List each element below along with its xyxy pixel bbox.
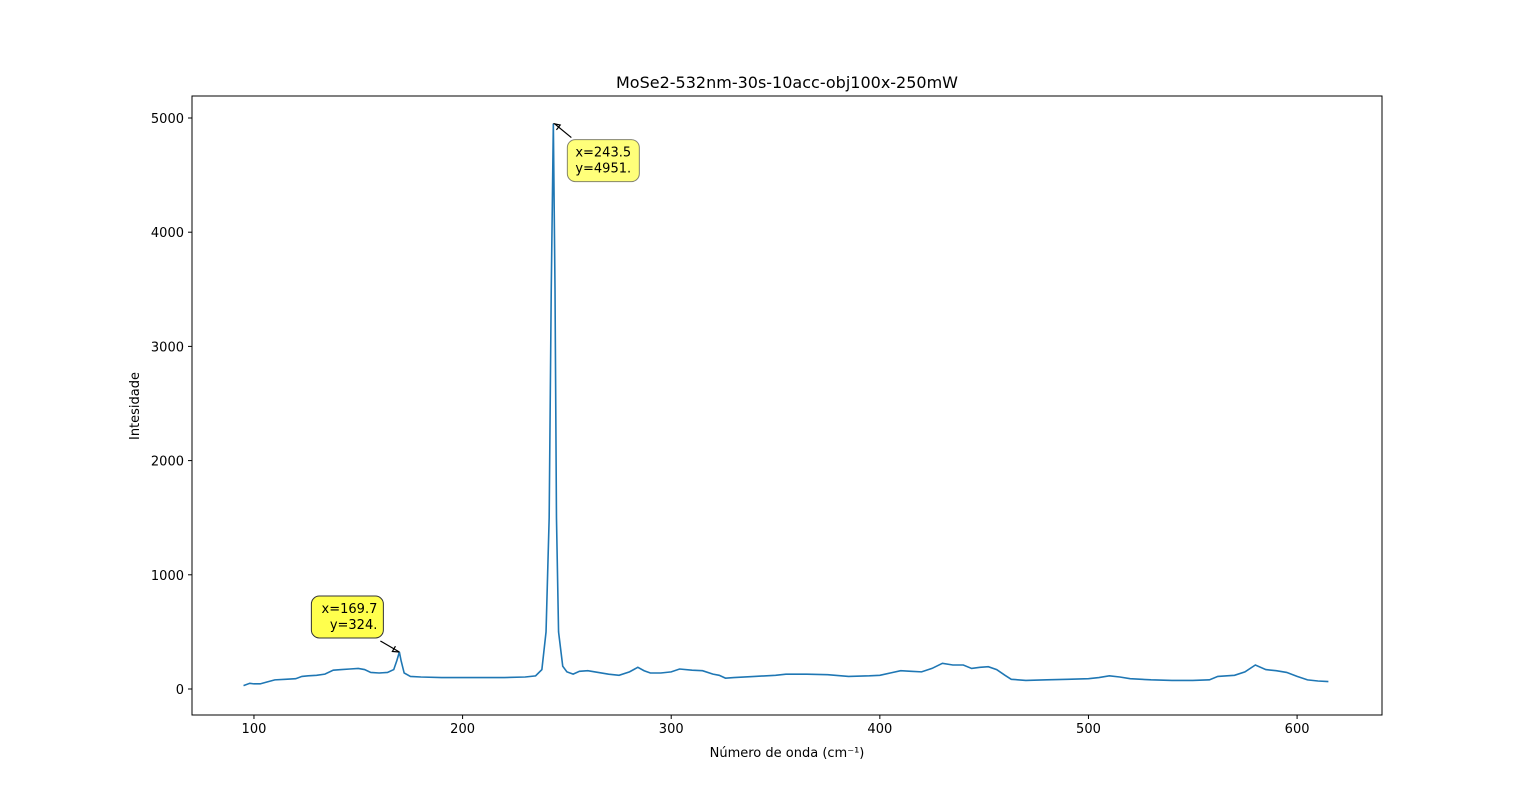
x-axis-label: Número de onda (cm⁻¹) [710, 746, 865, 761]
annotation-text: y=324. [330, 618, 378, 633]
x-tick-label: 200 [450, 722, 475, 737]
plot-frame [191, 95, 1383, 716]
x-tick-label: 100 [242, 722, 267, 737]
annotation-text: x=243.5 [575, 146, 631, 161]
annotation-arrowhead [553, 123, 562, 131]
x-tick-label: 300 [659, 722, 684, 737]
chart-title: MoSe2-532nm-30s-10acc-obj100x-250mW [616, 73, 958, 92]
y-tick-label: 5000 [151, 112, 184, 127]
y-tick-label: 1000 [151, 569, 184, 584]
annotation: x=169.7y=324. [310, 595, 400, 653]
x-tick-label: 500 [1076, 722, 1101, 737]
annotation: x=243.5y=4951. [553, 123, 640, 183]
x-tick-label: 600 [1285, 722, 1310, 737]
y-axis-label: Intesidade [128, 372, 143, 440]
annotation-arrowhead [391, 645, 400, 653]
y-tick-label: 0 [176, 683, 184, 698]
annotation-text: x=169.7 [322, 602, 378, 617]
y-tick-label: 4000 [151, 226, 184, 241]
x-tick-label: 400 [867, 722, 892, 737]
y-tick-label: 3000 [151, 340, 184, 355]
annotation-box [566, 139, 640, 183]
annotation-arrow [553, 123, 572, 139]
annotation-box [310, 595, 384, 639]
annotation-arrow [380, 640, 400, 653]
data-line [243, 123, 1329, 687]
annotation-text: y=4951. [575, 162, 631, 177]
y-tick-label: 2000 [151, 455, 184, 470]
